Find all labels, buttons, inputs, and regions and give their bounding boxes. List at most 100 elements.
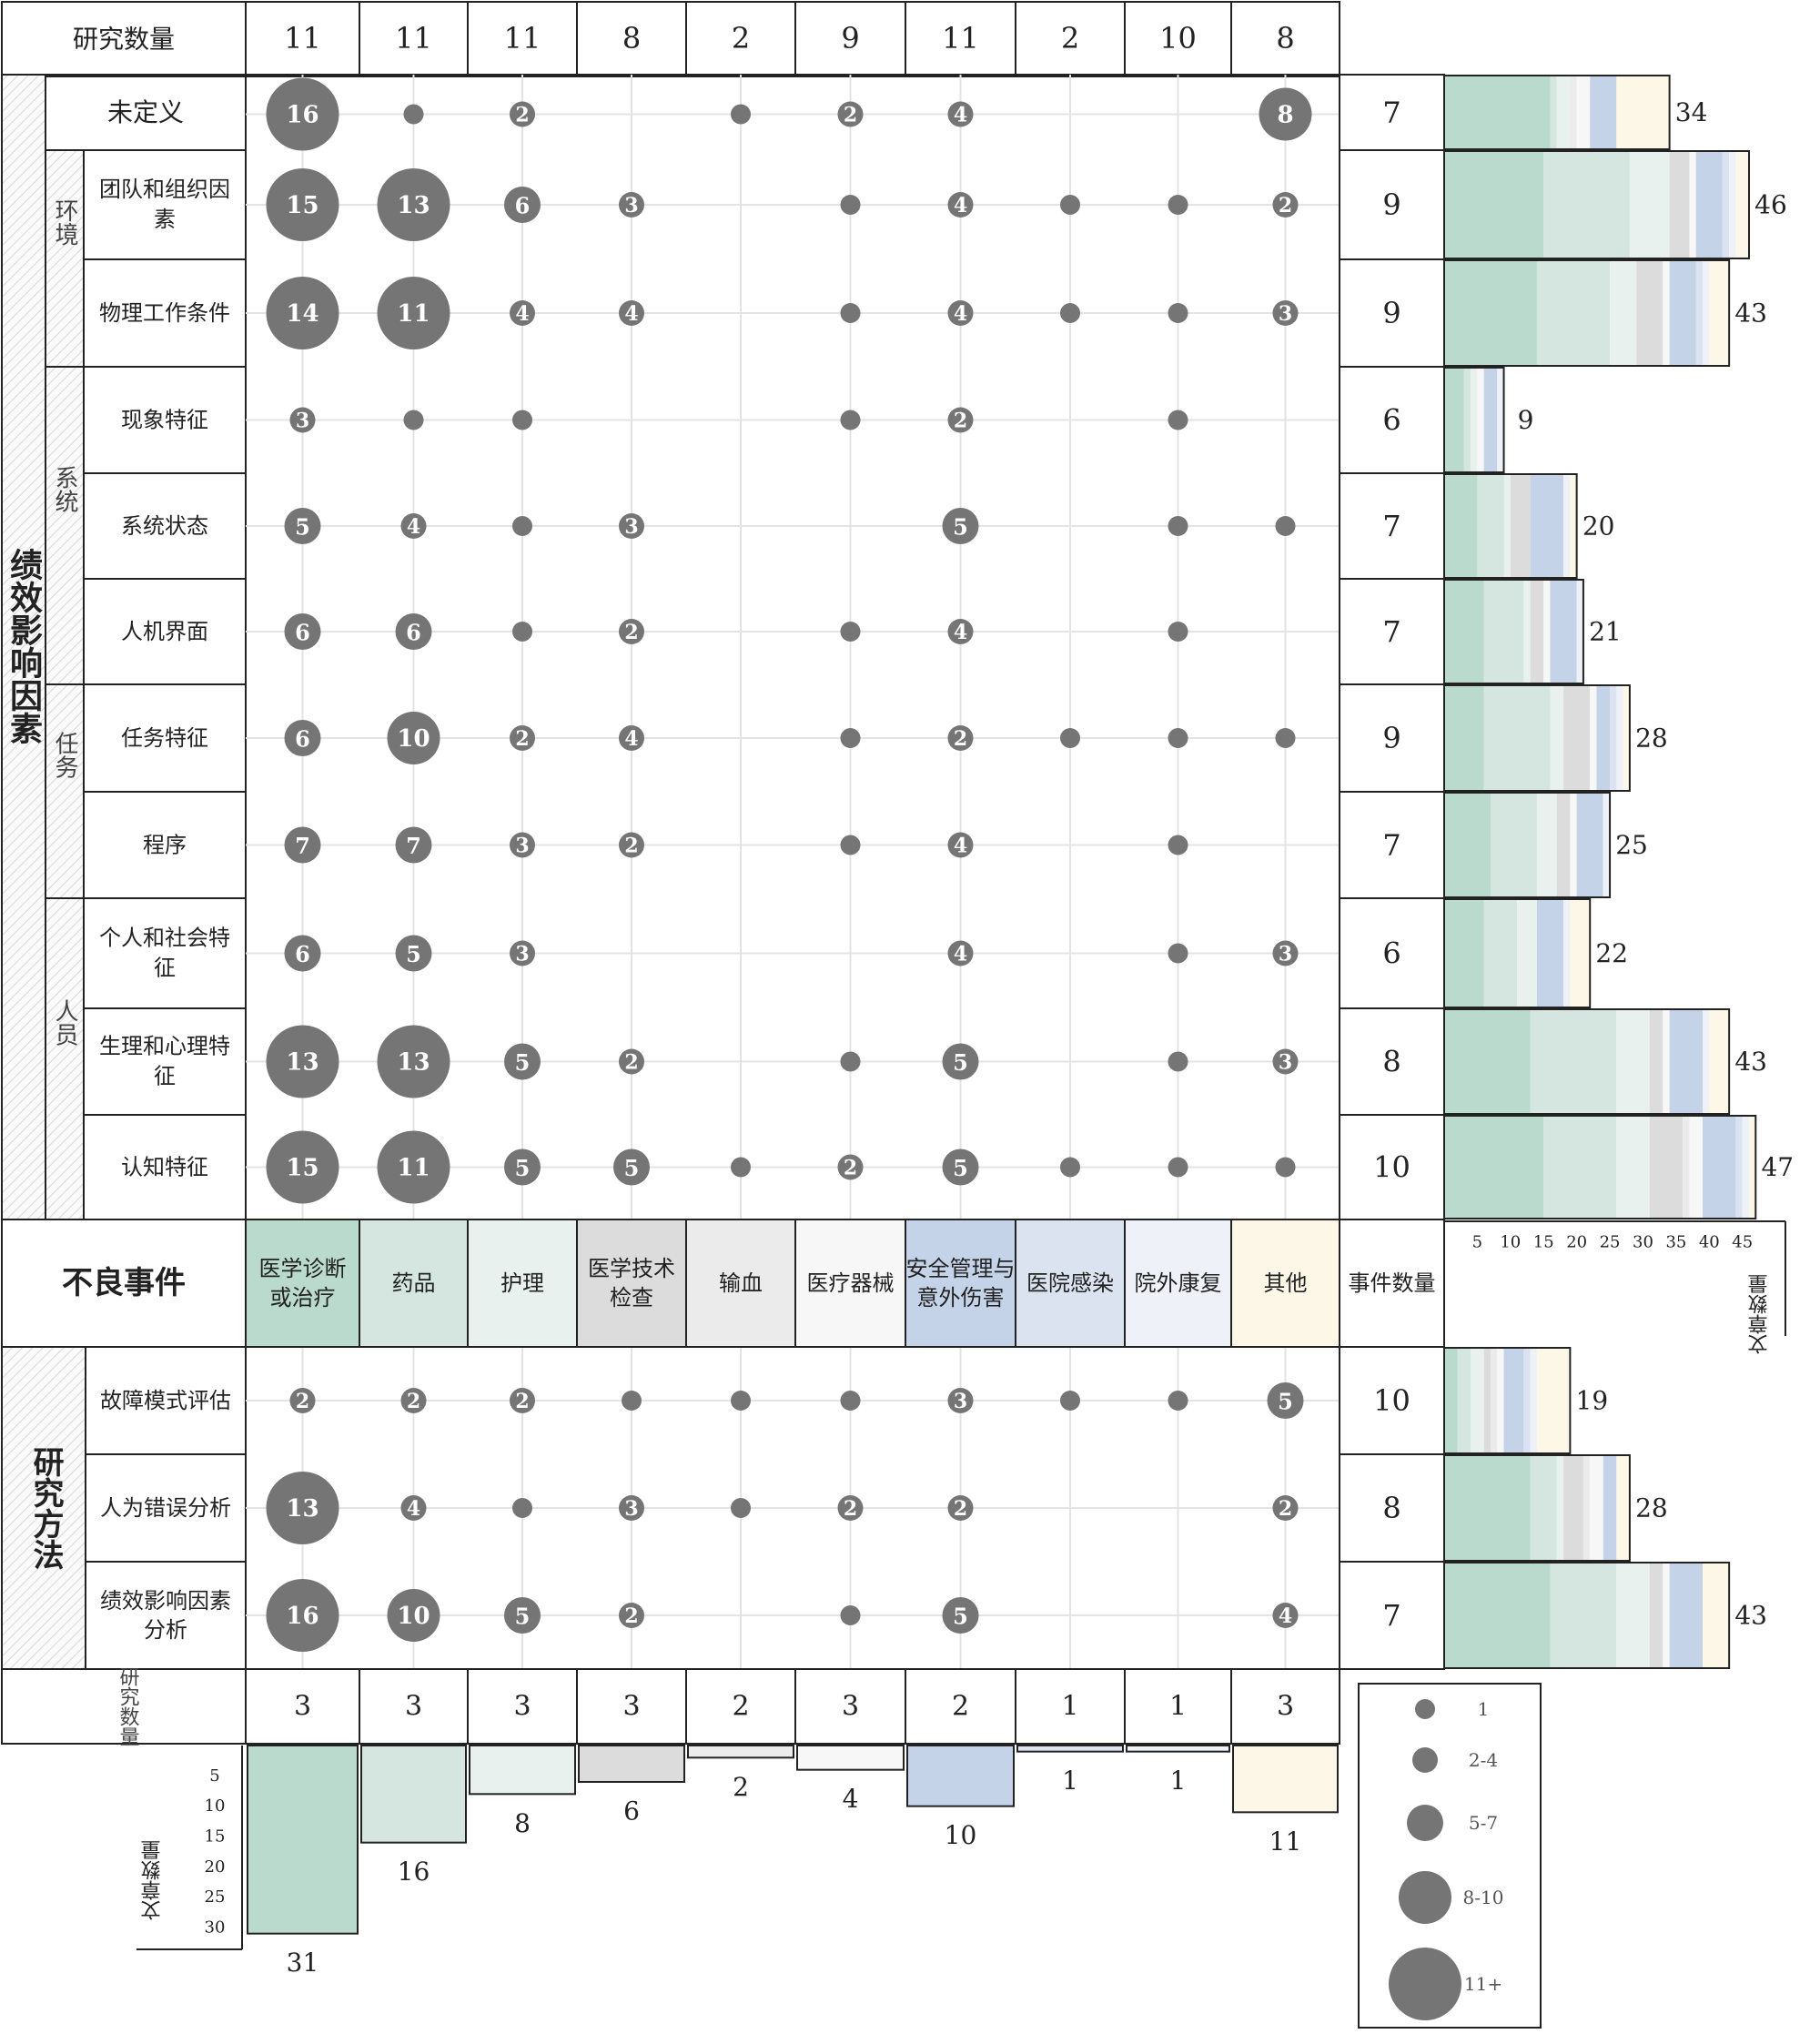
row-label-0: 未定义	[107, 97, 184, 127]
bottom-article-value-6: 10	[945, 1820, 977, 1850]
bubble-bottom-2-1	[387, 1589, 440, 1642]
article-bar-top-3-seg-2	[1471, 368, 1478, 472]
article-bar-bottom-1-seg-2	[1556, 1455, 1564, 1561]
bubble-top-1-9	[1272, 192, 1299, 218]
bubble-bottom-0-6-label: 3	[954, 1390, 967, 1413]
article-bar-top-9-seg-5	[1663, 1009, 1670, 1114]
event-count-2: 9	[1382, 296, 1400, 330]
article-bar-top-0-seg-9	[1616, 76, 1670, 149]
bubble-top-2-1	[377, 277, 450, 349]
bubble-bottom-0-1-label: 2	[407, 1390, 420, 1413]
row-label-9-line2: 征	[154, 1064, 176, 1089]
article-bar-top-6-seg-6	[1596, 685, 1611, 791]
bubble-top-5-6-label: 4	[954, 621, 967, 644]
column-header-2: 护理	[500, 1270, 544, 1296]
bubble-top-9-1	[377, 1025, 450, 1098]
bubble-top-9-8	[1168, 1051, 1188, 1072]
bubble-top-0-2	[510, 101, 535, 127]
article-bar-top-4-seg-2	[1503, 474, 1511, 578]
article-bar-top-2-seg-0	[1444, 260, 1537, 366]
bubble-top-7-2	[510, 832, 535, 858]
bubble-top-10-1	[377, 1130, 450, 1204]
article-bar-bottom-1-seg-9	[1616, 1455, 1630, 1561]
bubble-top-2-3-label: 4	[624, 302, 638, 326]
bubble-top-2-1-label: 11	[397, 300, 430, 328]
bubble-top-8-1-label: 5	[406, 941, 421, 967]
article-bar-top-1-seg-3	[1669, 151, 1690, 258]
group-cell-3	[45, 683, 85, 899]
bubble-top-5-0-label: 6	[295, 620, 310, 646]
bubble-top-5-1	[395, 613, 432, 650]
bottom-row-label-2-line2: 分析	[144, 1617, 187, 1643]
article-bar-top-1-seg-7	[1722, 151, 1730, 258]
article-bar-bottom-2-seg-3	[1649, 1563, 1663, 1668]
bubble-bottom-1-2	[512, 1498, 532, 1518]
bubble-bottom-0-8	[1168, 1391, 1188, 1411]
bubble-bottom-0-0-label: 2	[296, 1390, 309, 1413]
bubble-top-6-9	[1275, 728, 1296, 748]
article-bar-top-7-seg-1	[1490, 793, 1537, 897]
article-bar-bottom-0-seg-9	[1536, 1348, 1571, 1453]
bubble-top-4-1-label: 4	[407, 515, 420, 539]
column-header-0-line1: 医学诊断	[259, 1256, 347, 1281]
bubble-bottom-1-3	[619, 1495, 644, 1521]
article-bar-bottom-2-outline	[1443, 1562, 1731, 1669]
bubble-bottom-1-5-label: 2	[844, 1497, 857, 1521]
bubble-top-4-6	[942, 508, 979, 544]
bubble-top-7-1-label: 7	[406, 833, 421, 859]
bubble-top-9-3	[619, 1048, 644, 1075]
bubble-top-2-9	[1272, 300, 1299, 326]
article-bar-top-2-seg-3	[1636, 260, 1663, 366]
article-bar-top-3-seg-5	[1477, 368, 1484, 472]
bubble-top-1-0-label: 15	[286, 192, 318, 219]
article-bar-top-9-seg-8	[1703, 1009, 1710, 1114]
bottom-axis-tick-3: 20	[205, 1857, 226, 1877]
legend-bubble-2	[1407, 1805, 1443, 1841]
event-count-6: 9	[1382, 721, 1400, 755]
bubble-top-9-9-label: 3	[1279, 1051, 1292, 1075]
bubble-top-8-2-label: 3	[515, 943, 529, 966]
bubble-bottom-1-9	[1272, 1495, 1299, 1521]
article-bar-top-7-seg-2	[1536, 793, 1557, 897]
bottom-row-label-cell-2	[85, 1561, 247, 1670]
bubble-top-3-0-label: 3	[296, 410, 309, 433]
bubble-top-0-6-label: 4	[954, 104, 967, 127]
article-bar-top-1-value: 46	[1754, 190, 1787, 220]
row-label-4: 系统状态	[121, 513, 208, 539]
right-axis-tick-1: 10	[1500, 1233, 1521, 1252]
bubble-top-8-1	[395, 935, 432, 972]
legend-box	[1358, 1683, 1542, 2029]
article-bar-top-3-seg-0	[1444, 368, 1464, 472]
bubble-top-0-2-label: 2	[515, 104, 529, 127]
bubble-bottom-0-6	[947, 1388, 974, 1413]
right-axis-label: 文章数量	[1748, 1274, 1772, 1354]
column-header-0-line2: 或治疗	[270, 1285, 336, 1310]
article-bar-top-9-seg-9	[1709, 1009, 1730, 1114]
bubble-top-2-0-label: 14	[286, 300, 318, 328]
bottom-study-count-7: 1	[1061, 1691, 1078, 1723]
bubble-top-6-1	[387, 712, 440, 764]
right-axis-tick-3: 20	[1566, 1233, 1587, 1252]
bottom-study-count-1: 3	[405, 1691, 422, 1723]
article-bar-top-5-seg-3	[1530, 580, 1544, 683]
bubble-bottom-0-4	[731, 1391, 751, 1411]
bubble-bottom-1-4	[731, 1498, 751, 1518]
top-study-count-0: 11	[284, 21, 321, 56]
group-label-1: 环境	[51, 198, 78, 246]
row-label-8-line1: 个人和社会特	[99, 926, 230, 951]
column-header-6-line1: 安全管理与	[906, 1256, 1016, 1281]
bubble-top-1-7	[1060, 195, 1080, 215]
article-bar-bottom-0-seg-0	[1444, 1348, 1458, 1453]
bottom-event-count-2: 7	[1382, 1598, 1400, 1633]
bubble-top-5-3-label: 2	[624, 621, 638, 644]
article-bar-bottom-0-value: 19	[1576, 1386, 1609, 1416]
article-bar-bottom-2-seg-5	[1663, 1563, 1670, 1668]
column-header-cell-2	[467, 1219, 578, 1348]
event-count-7: 7	[1382, 828, 1400, 863]
article-bar-top-6-outline	[1443, 684, 1631, 792]
article-bar-top-10-seg-9	[1749, 1116, 1756, 1219]
bubble-top-9-2	[504, 1043, 541, 1080]
article-bar-top-10-outline	[1443, 1115, 1757, 1219]
bubble-bottom-2-2-label: 5	[515, 1604, 531, 1630]
